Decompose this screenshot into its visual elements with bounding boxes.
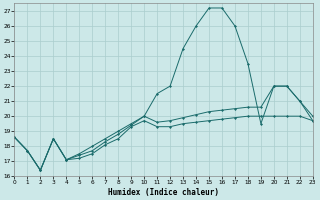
X-axis label: Humidex (Indice chaleur): Humidex (Indice chaleur) — [108, 188, 219, 197]
